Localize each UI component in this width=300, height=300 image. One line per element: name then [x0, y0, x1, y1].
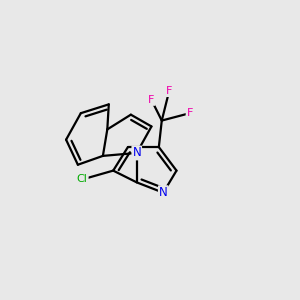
Text: Cl: Cl: [77, 174, 88, 184]
Text: N: N: [159, 186, 168, 199]
Text: F: F: [166, 86, 172, 96]
Text: N: N: [132, 146, 141, 159]
Text: F: F: [187, 108, 193, 118]
Text: F: F: [148, 95, 155, 105]
